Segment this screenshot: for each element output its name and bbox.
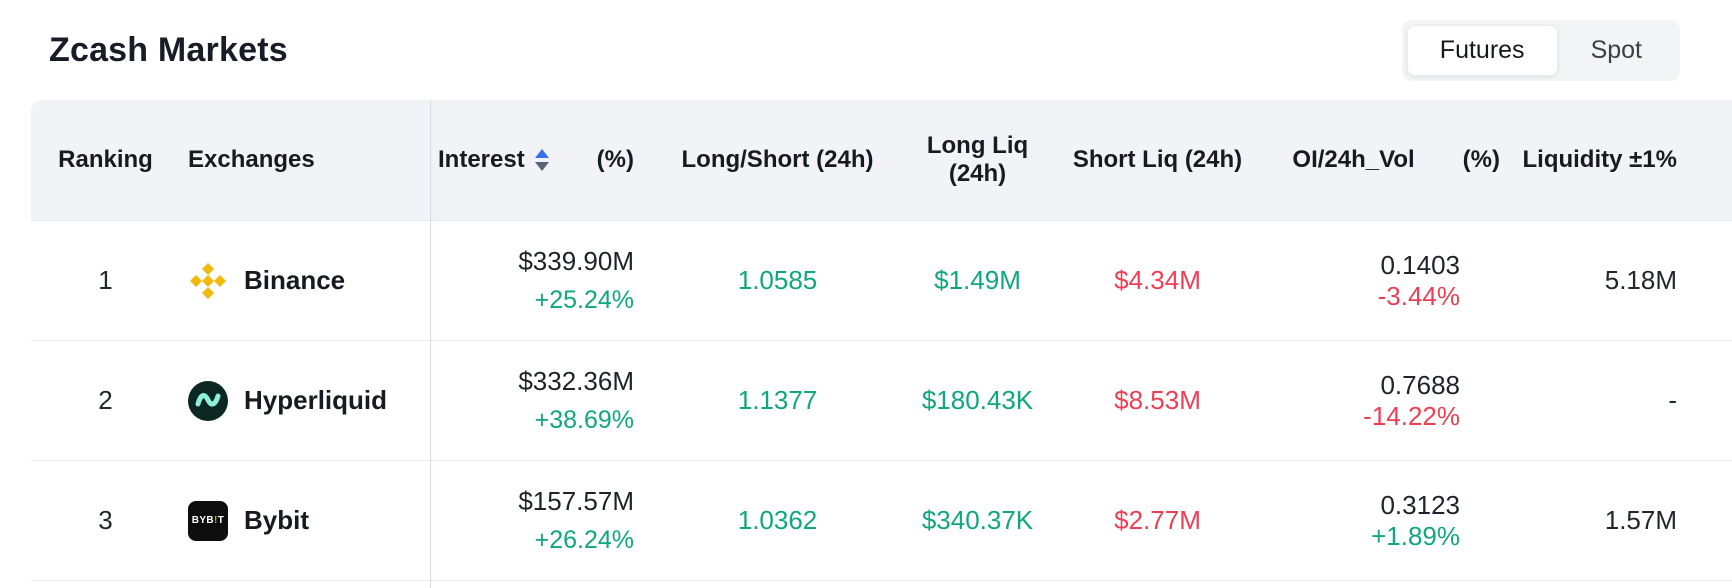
exchange-cell[interactable]: BYB! T Bybit (180, 460, 430, 581)
exchange-name[interactable]: Hyperliquid (244, 385, 388, 415)
short-liq-value: $2.77M (1060, 460, 1255, 581)
sort-up-arrow-icon (534, 149, 549, 158)
column-header-exchanges[interactable]: Exchanges (180, 100, 430, 221)
table-body: 1 Binance (31, 220, 1732, 581)
column-header-long-short[interactable]: Long/Short (24h) (660, 100, 895, 221)
exchange-cell[interactable]: Hyperliquid (180, 340, 430, 461)
bybit-logo-accent: ! (214, 515, 218, 526)
oi-vol-cell: 0.7688 -14.22% (1255, 340, 1510, 461)
oi-vol-cell: 0.1403 -3.44% (1255, 220, 1510, 341)
table-row-hyperliquid[interactable]: 2 Hyperliquid $332.36M +38.69% 1.1377 (31, 340, 1732, 461)
oi-vol-change: -14.22% (1363, 400, 1460, 431)
hyperliquid-logo-icon (188, 380, 228, 421)
top-bar: Zcash Markets Futures Spot (0, 0, 1732, 100)
markets-table: Ranking Exchanges Interest (%) Long/Shor… (31, 100, 1732, 581)
oi-vol-cell: 0.3123 +1.89% (1255, 460, 1510, 581)
oi-vol-value: 0.7688 (1380, 369, 1460, 400)
short-liq-value: $4.34M (1060, 220, 1255, 341)
column-header-long-liq[interactable]: Long Liq (24h) (895, 100, 1060, 221)
binance-logo-icon (188, 261, 228, 301)
rank-value: 3 (31, 460, 180, 581)
column-header-short-liq[interactable]: Short Liq (24h) (1060, 100, 1255, 221)
header-row: Ranking Exchanges Interest (%) Long/Shor… (31, 100, 1732, 221)
long-short-value: 1.0585 (660, 220, 895, 341)
open-interest-cell: $332.36M +38.69% (430, 340, 660, 461)
column-header-oi-vol[interactable]: OI/24h_Vol (%) (1255, 100, 1510, 221)
oi-vol-value: 0.1403 (1380, 249, 1460, 280)
long-short-value: 1.1377 (660, 340, 895, 461)
bybit-logo-text-end: T (217, 515, 225, 526)
column-header-liquidity[interactable]: Liquidity ±1% (1510, 100, 1732, 221)
sort-icon[interactable] (534, 149, 549, 171)
column-header-open-interest[interactable]: Interest (%) (430, 100, 660, 221)
long-liq-value: $1.49M (895, 220, 1060, 341)
column-header-interest-pct[interactable]: (%) (596, 146, 634, 173)
rank-value: 1 (31, 220, 180, 341)
long-short-value: 1.0362 (660, 460, 895, 581)
oi-vol-value: 0.3123 (1380, 489, 1460, 520)
column-header-oi-vol-pct[interactable]: (%) (1462, 146, 1500, 173)
oi-vol-change: -3.44% (1377, 280, 1460, 311)
open-interest-cell: $157.57M +26.24% (430, 460, 660, 581)
open-interest-change: +38.69% (534, 406, 634, 434)
liquidity-value: - (1510, 340, 1732, 461)
long-liq-value: $340.37K (895, 460, 1060, 581)
exchange-cell[interactable]: Binance (180, 220, 430, 341)
table-row-bybit[interactable]: 3 BYB! T Bybit $157.57M +26.24% 1.0362 $3… (31, 460, 1732, 581)
tab-futures[interactable]: Futures (1406, 24, 1558, 76)
long-liq-value: $180.43K (895, 340, 1060, 461)
tab-spot[interactable]: Spot (1558, 25, 1675, 76)
open-interest-change: +26.24% (534, 526, 634, 554)
frozen-column-divider (430, 100, 431, 588)
oi-vol-change: +1.89% (1371, 520, 1460, 551)
open-interest-value: $157.57M (518, 486, 634, 516)
column-header-interest-label[interactable]: Interest (438, 146, 525, 173)
open-interest-value: $339.90M (518, 246, 634, 276)
rank-value: 2 (31, 340, 180, 461)
market-type-toggle: Futures Spot (1401, 19, 1680, 81)
short-liq-value: $8.53M (1060, 340, 1255, 461)
open-interest-value: $332.36M (518, 366, 634, 396)
exchange-name[interactable]: Binance (244, 265, 346, 295)
bybit-logo-text: BYB (191, 515, 215, 526)
column-header-ranking[interactable]: Ranking (31, 100, 180, 221)
liquidity-value: 1.57M (1510, 460, 1732, 581)
exchange-name[interactable]: Bybit (244, 505, 309, 535)
sort-down-arrow-icon (534, 162, 549, 171)
column-header-oi-vol-label[interactable]: OI/24h_Vol (1292, 146, 1415, 173)
table-header: Ranking Exchanges Interest (%) Long/Shor… (31, 100, 1732, 221)
open-interest-cell: $339.90M +25.24% (430, 220, 660, 341)
table-row-binance[interactable]: 1 Binance (31, 220, 1732, 341)
liquidity-value: 5.18M (1510, 220, 1732, 341)
bybit-logo-icon: BYB! T (188, 500, 228, 541)
page-title: Zcash Markets (49, 30, 288, 69)
open-interest-change: +25.24% (534, 286, 634, 314)
